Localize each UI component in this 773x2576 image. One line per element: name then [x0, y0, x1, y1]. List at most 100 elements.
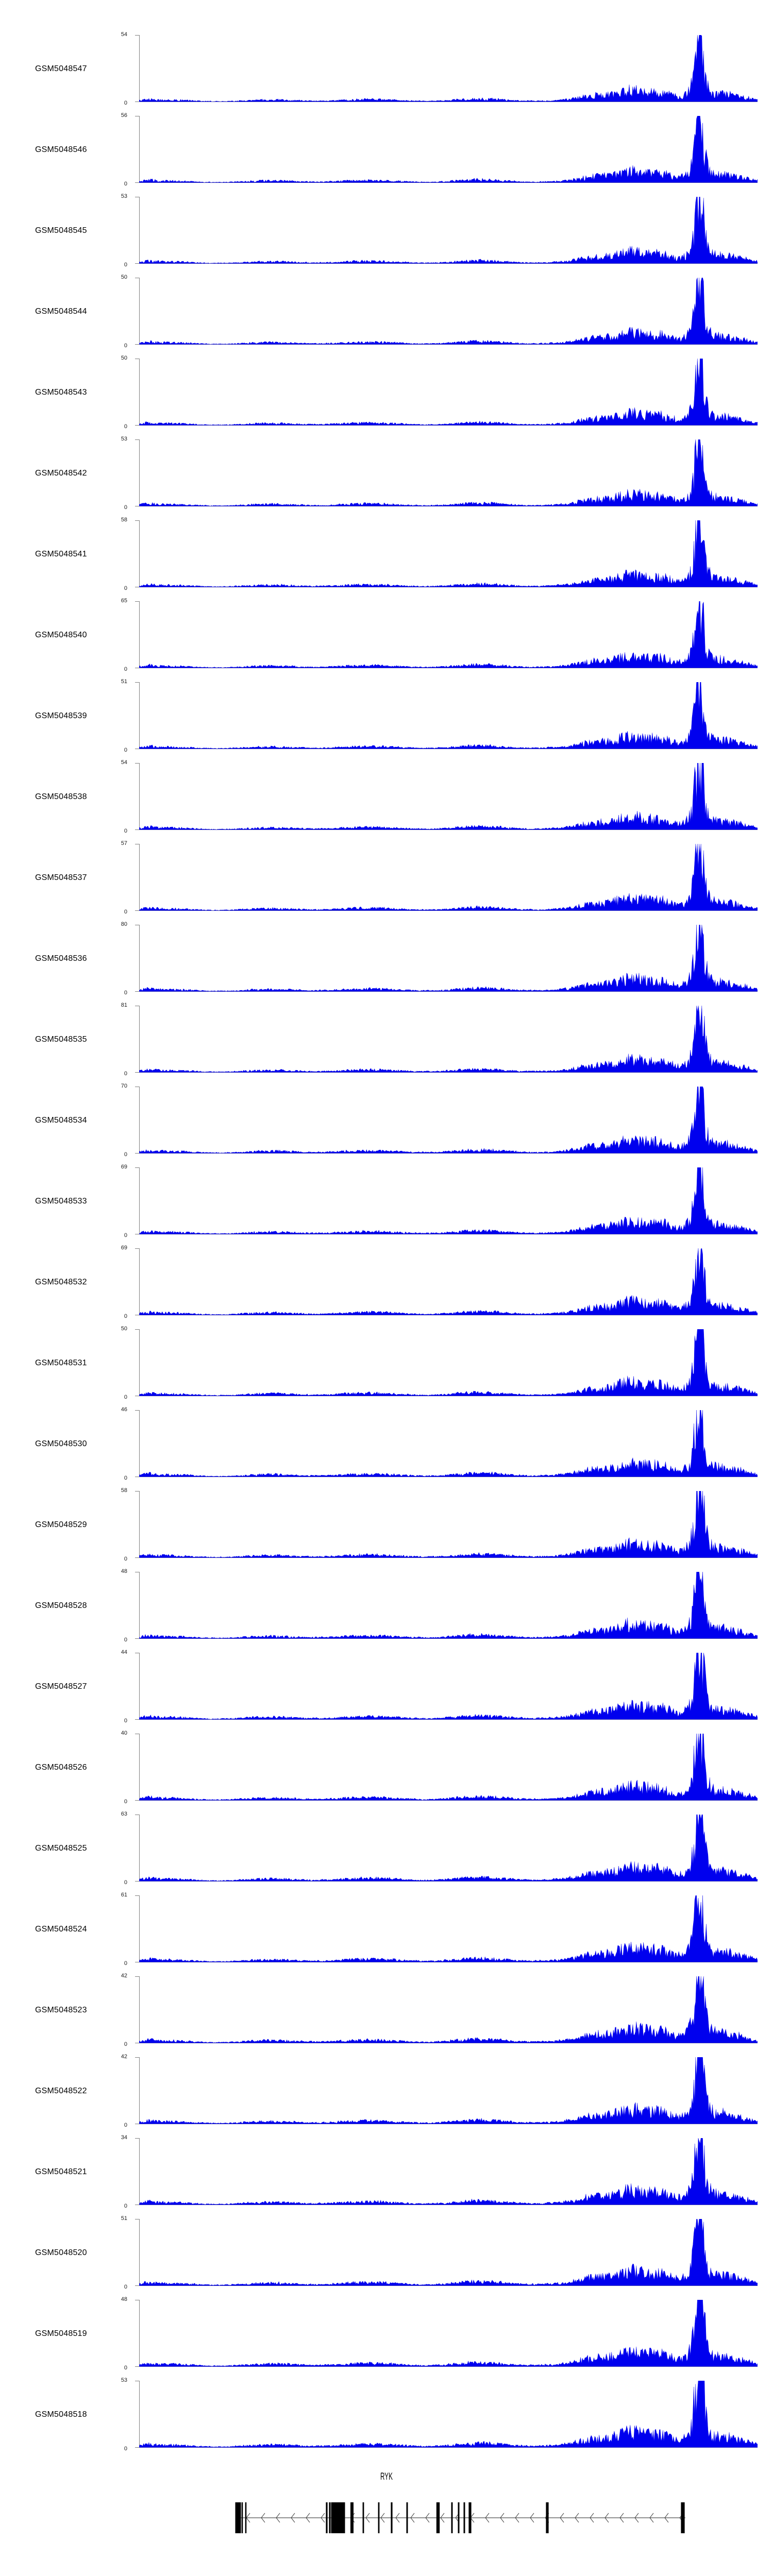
coverage-signal-svg — [139, 35, 758, 102]
y-axis-min-label: 0 — [124, 181, 127, 187]
coverage-plot-area — [139, 2138, 758, 2205]
y-axis-max-label: 50 — [121, 1326, 127, 1332]
y-axis-min-label: 0 — [124, 1879, 127, 1886]
coverage-plot-area — [139, 1815, 758, 1882]
coverage-signal-svg — [139, 1815, 758, 1882]
y-axis-tick-max — [135, 682, 140, 683]
track-sample-label: GSM5048542 — [35, 468, 87, 478]
y-axis-tick-min — [135, 1719, 140, 1720]
y-axis-tick-min — [135, 2366, 140, 2367]
y-axis-min-label: 0 — [124, 504, 127, 511]
coverage-signal-path — [139, 2138, 758, 2205]
track-sample-label: GSM5048525 — [35, 1843, 87, 1853]
y-axis-max-label: 51 — [121, 2215, 127, 2222]
y-axis-tick-max — [135, 1976, 140, 1977]
y-axis-tick-min — [135, 991, 140, 992]
coverage-plot-area — [139, 278, 758, 345]
y-axis-min-label: 0 — [124, 747, 127, 753]
chromosome-axis-svg — [0, 2573, 773, 2576]
y-axis-line — [139, 1815, 140, 1882]
coverage-signal-path — [139, 1815, 758, 1882]
coverage-signal-path — [139, 439, 758, 506]
gene-exon-box — [468, 2502, 472, 2533]
coverage-track: GSM5048528 48 0 — [0, 1565, 773, 1646]
gene-exon-box — [362, 2502, 364, 2533]
y-axis-line — [139, 1653, 140, 1720]
coverage-signal-path — [139, 1087, 758, 1154]
coverage-signal-path — [139, 278, 758, 345]
y-axis-min-label: 0 — [124, 585, 127, 591]
y-axis-tick-max — [135, 1491, 140, 1492]
track-sample-label: GSM5048520 — [35, 2248, 87, 2257]
coverage-plot-area — [139, 1976, 758, 2043]
gene-strand-arrow-left-icon — [291, 2513, 295, 2523]
coverage-signal-path — [139, 2219, 758, 2286]
y-axis-line — [139, 1976, 140, 2043]
coverage-signal-svg — [139, 1410, 758, 1477]
y-axis-line — [139, 35, 140, 102]
coverage-plot-area — [139, 2219, 758, 2286]
gene-name-label: RYK — [380, 2471, 393, 2482]
y-axis-min-label: 0 — [124, 2284, 127, 2290]
track-sample-label: GSM5048536 — [35, 954, 87, 963]
coverage-track: GSM5048538 54 0 — [0, 756, 773, 837]
gene-strand-arrow-left-icon — [500, 2513, 505, 2523]
y-axis-line — [139, 925, 140, 992]
coverage-signal-path — [139, 1572, 758, 1639]
gene-exon-box — [350, 2502, 354, 2533]
coverage-signal-svg — [139, 1329, 758, 1396]
y-axis-tick-max — [135, 2057, 140, 2058]
y-axis-tick-min — [135, 425, 140, 426]
track-sample-label: GSM5048519 — [35, 2329, 87, 2338]
coverage-signal-svg — [139, 1734, 758, 1801]
y-axis-tick-max — [135, 1410, 140, 1411]
y-axis-tick-min — [135, 101, 140, 102]
track-sample-label: GSM5048533 — [35, 1196, 87, 1206]
y-axis-min-label: 0 — [124, 2041, 127, 2047]
coverage-track: GSM5048541 58 0 — [0, 514, 773, 595]
y-axis-max-label: 42 — [121, 2054, 127, 2060]
y-axis-line — [139, 2057, 140, 2124]
coverage-track: GSM5048527 44 0 — [0, 1646, 773, 1727]
y-axis-min-label: 0 — [124, 1232, 127, 1239]
y-axis-min-label: 0 — [124, 1637, 127, 1643]
y-axis-line — [139, 278, 140, 345]
y-axis-tick-min — [135, 263, 140, 264]
y-axis-line — [139, 1329, 140, 1396]
gene-strand-arrow-left-icon — [261, 2513, 265, 2523]
coverage-track: GSM5048545 53 0 — [0, 190, 773, 271]
coverage-track: GSM5048529 58 0 — [0, 1484, 773, 1565]
coverage-signal-svg — [139, 844, 758, 911]
gene-exon-box — [329, 2502, 331, 2533]
y-axis-max-label: 42 — [121, 1973, 127, 1979]
coverage-signal-path — [139, 1895, 758, 1962]
y-axis-min-label: 0 — [124, 100, 127, 106]
coverage-signal-path — [139, 1006, 758, 1073]
gene-strand-arrow-left-icon — [634, 2513, 639, 2523]
gene-exon-box — [245, 2502, 247, 2533]
coverage-signal-svg — [139, 925, 758, 992]
gene-model-panel: RYK — [0, 2455, 773, 2573]
y-axis-max-label: 46 — [121, 1406, 127, 1413]
gene-model-svg — [235, 2502, 685, 2533]
coverage-signal-path — [139, 1248, 758, 1315]
coverage-plot-area — [139, 359, 758, 426]
coverage-signal-path — [139, 1167, 758, 1234]
gene-exon-box — [391, 2502, 393, 2533]
coverage-track: GSM5048522 42 0 — [0, 2050, 773, 2131]
y-axis-tick-min — [135, 829, 140, 830]
y-axis-tick-max — [135, 35, 140, 36]
coverage-signal-svg — [139, 197, 758, 264]
coverage-plot-area — [139, 1410, 758, 1477]
gene-strand-arrow-left-icon — [380, 2513, 385, 2523]
coverage-track: GSM5048530 46 0 — [0, 1403, 773, 1484]
coverage-signal-path — [139, 1653, 758, 1720]
coverage-signal-path — [139, 1410, 758, 1477]
gene-strand-arrow-left-icon — [515, 2513, 519, 2523]
y-axis-min-label: 0 — [124, 1799, 127, 1805]
gene-strand-arrow-left-icon — [590, 2513, 594, 2523]
y-axis-max-label: 48 — [121, 1568, 127, 1574]
y-axis-line — [139, 520, 140, 587]
gene-strand-arrow-left-icon — [410, 2513, 415, 2523]
